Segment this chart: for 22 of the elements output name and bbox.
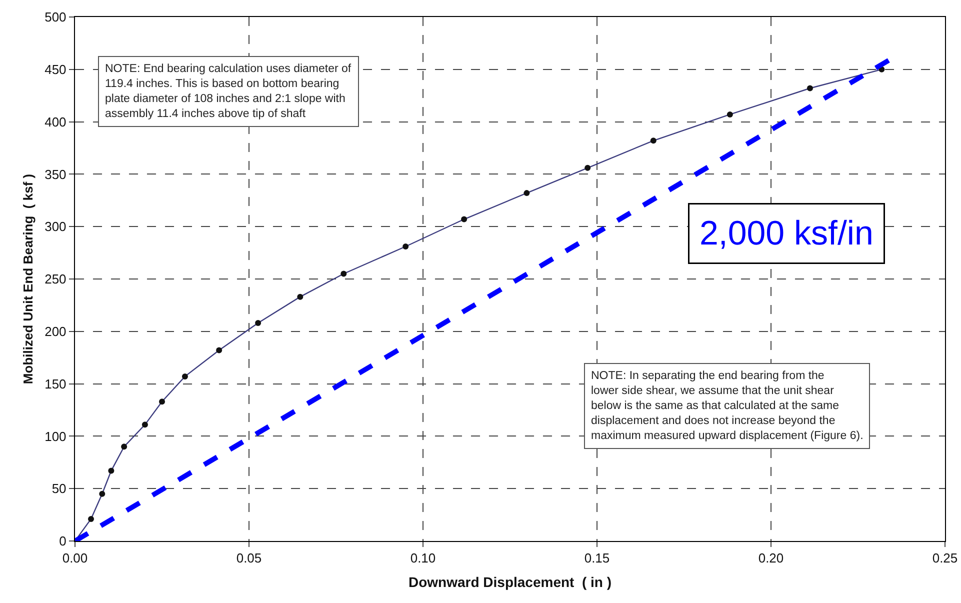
x-tick-label: 0.05 [236, 550, 262, 566]
y-tick-label: 250 [44, 272, 66, 287]
y-tick-label: 50 [52, 481, 66, 496]
y-tick-label: 400 [44, 114, 66, 130]
x-axis-title: Downward Displacement ( in ) [408, 574, 612, 590]
y-tick-label: 300 [44, 219, 66, 234]
y-tick-label: 0 [59, 534, 66, 549]
x-tick-label: 0.10 [410, 550, 436, 566]
x-tick-label: 0.20 [758, 550, 784, 566]
annotation: 2,000 ksf/in [700, 214, 874, 252]
y-tick-label: 450 [44, 62, 66, 77]
y-axis-title: Mobilized Unit End Bearing ( ksf ) [20, 174, 36, 384]
x-tick-label: 0.00 [62, 550, 88, 566]
x-tick-label: 0.25 [932, 550, 958, 566]
annotation: NOTE: In separating the end bearing from the lower side shear, we assume that the unit shear below is the same as that calculated at the same displacement and does not increase beyond the maximum measured upward displacement (Figure 6). [591, 370, 864, 442]
y-tick-label: 200 [44, 324, 66, 339]
y-tick-label: 100 [44, 428, 66, 444]
y-tick-label: 500 [44, 10, 66, 25]
y-tick-label: 350 [44, 166, 66, 182]
x-tick-label: 0.15 [584, 550, 610, 566]
y-tick-label: 150 [44, 376, 66, 392]
annotation: NOTE: End bearing calculation uses diameter of 119.4 inches. This is based on bottom bearing plate diameter of 108 inches and 2:1 slope with assembly 11.4 inches above tip of shaft [105, 63, 352, 120]
